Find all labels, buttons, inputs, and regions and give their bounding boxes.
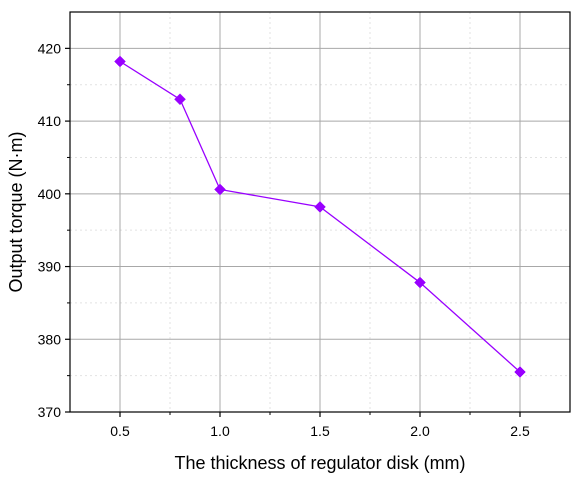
- y-tick-label: 400: [38, 186, 62, 202]
- y-tick-label: 410: [38, 113, 62, 129]
- axis-ticks: [65, 47, 521, 417]
- data-point-marker: [214, 183, 226, 196]
- x-tick-label: 1.5: [310, 423, 330, 439]
- x-tick-labels: 0.5 1.0 1.5 2.0 2.5: [110, 423, 530, 439]
- y-tick-label: 380: [38, 331, 62, 347]
- y-tick-label: 390: [38, 259, 62, 275]
- x-axis-title: The thickness of regulator disk (mm): [174, 453, 465, 473]
- series-line: [119, 60, 521, 373]
- y-tick-label: 370: [38, 404, 62, 420]
- major-grid: [70, 12, 570, 412]
- x-tick-label: 2.5: [510, 423, 530, 439]
- x-tick-label: 1.0: [210, 423, 230, 439]
- data-point-marker: [114, 55, 126, 68]
- data-point-marker: [514, 366, 526, 378]
- x-tick-label: 0.5: [110, 423, 130, 439]
- y-tick-labels: 370 380 390 400 410 420: [38, 40, 62, 420]
- series-group: [114, 55, 526, 378]
- x-tick-label: 2.0: [410, 423, 430, 439]
- data-point-marker: [414, 276, 426, 289]
- data-point-marker: [314, 201, 326, 213]
- y-axis-title: Output torque (N·m): [6, 131, 26, 292]
- y-tick-label: 420: [38, 40, 62, 56]
- data-point-marker: [174, 93, 186, 106]
